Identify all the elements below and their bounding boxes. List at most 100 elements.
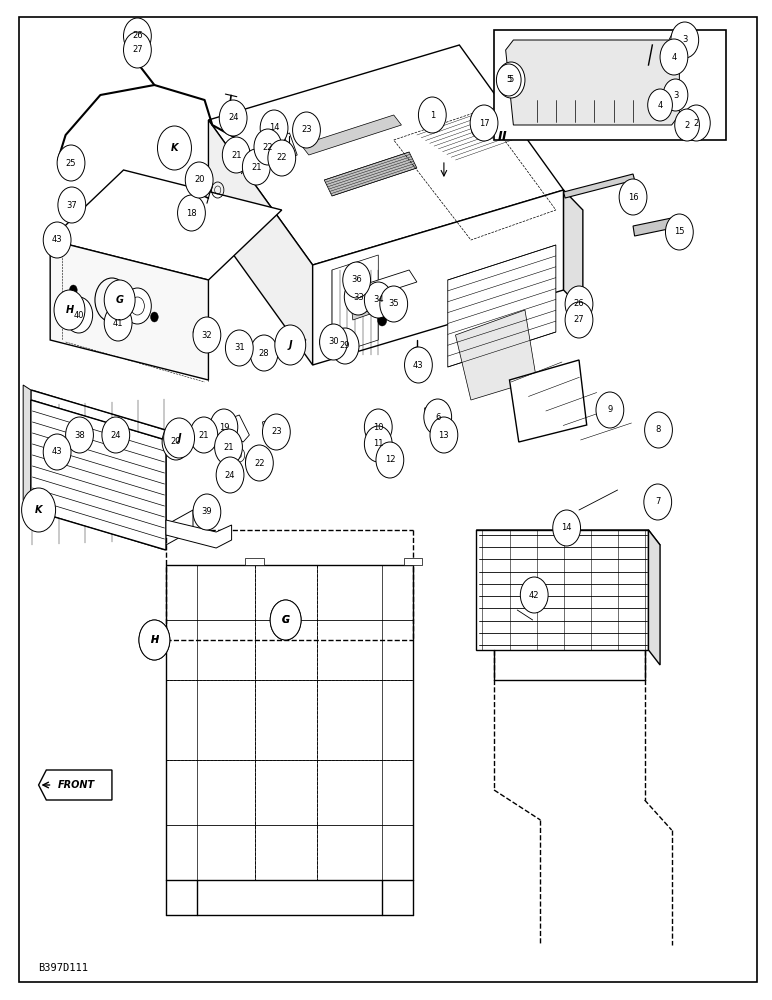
- Circle shape: [619, 179, 647, 215]
- Circle shape: [102, 417, 130, 453]
- Text: 17: 17: [479, 118, 489, 127]
- Text: 5: 5: [506, 76, 511, 85]
- Text: 21: 21: [198, 430, 209, 440]
- Polygon shape: [208, 120, 313, 365]
- Text: 40: 40: [73, 310, 84, 320]
- Circle shape: [320, 324, 347, 360]
- Polygon shape: [633, 218, 673, 236]
- Circle shape: [275, 325, 306, 365]
- Circle shape: [216, 457, 244, 493]
- Circle shape: [254, 129, 282, 165]
- Polygon shape: [448, 245, 556, 367]
- Text: 14: 14: [561, 524, 572, 532]
- Polygon shape: [476, 530, 648, 650]
- Circle shape: [219, 100, 247, 136]
- Text: 2: 2: [685, 120, 689, 129]
- Text: 20: 20: [194, 176, 205, 184]
- Polygon shape: [648, 530, 660, 665]
- Polygon shape: [39, 770, 112, 800]
- Circle shape: [151, 312, 158, 322]
- Text: 35: 35: [388, 300, 399, 308]
- Polygon shape: [23, 385, 31, 505]
- Circle shape: [470, 105, 498, 141]
- Circle shape: [332, 335, 347, 355]
- Circle shape: [215, 429, 242, 465]
- Circle shape: [139, 620, 170, 660]
- Circle shape: [364, 426, 392, 462]
- Circle shape: [376, 442, 404, 478]
- Circle shape: [496, 64, 521, 96]
- Text: 43: 43: [413, 360, 424, 369]
- Circle shape: [405, 347, 432, 383]
- Circle shape: [66, 417, 93, 453]
- Text: 13: 13: [438, 430, 449, 440]
- Circle shape: [104, 280, 135, 320]
- Circle shape: [596, 392, 624, 428]
- Text: 19: 19: [218, 422, 229, 432]
- Text: 5: 5: [509, 76, 513, 85]
- Circle shape: [193, 494, 221, 530]
- Text: 29: 29: [340, 342, 350, 351]
- Text: 24: 24: [228, 113, 239, 122]
- Text: H: H: [151, 635, 158, 645]
- Polygon shape: [425, 403, 448, 422]
- Circle shape: [320, 332, 335, 352]
- Text: 30: 30: [328, 338, 339, 347]
- Circle shape: [58, 187, 86, 223]
- Circle shape: [497, 62, 525, 98]
- Circle shape: [378, 314, 387, 326]
- Circle shape: [162, 424, 190, 460]
- Polygon shape: [50, 240, 208, 380]
- Polygon shape: [50, 170, 282, 280]
- Circle shape: [222, 137, 250, 173]
- Text: K: K: [171, 143, 178, 153]
- Circle shape: [682, 105, 710, 141]
- Bar: [350, 289, 374, 307]
- Polygon shape: [476, 530, 660, 545]
- Circle shape: [185, 162, 213, 198]
- Text: 27: 27: [132, 45, 143, 54]
- Text: 38: 38: [74, 430, 85, 440]
- Text: G: G: [282, 615, 290, 625]
- Circle shape: [124, 18, 151, 54]
- Polygon shape: [510, 360, 587, 442]
- Text: 4: 4: [658, 101, 662, 109]
- Polygon shape: [264, 143, 276, 157]
- Text: I: I: [502, 130, 506, 143]
- Text: 3: 3: [673, 91, 678, 100]
- Text: 18: 18: [186, 209, 197, 218]
- Circle shape: [57, 145, 85, 181]
- Text: 23: 23: [271, 428, 282, 436]
- Text: 22: 22: [276, 153, 287, 162]
- Circle shape: [364, 409, 392, 445]
- Polygon shape: [276, 138, 288, 152]
- Text: 24: 24: [225, 471, 235, 480]
- Bar: [494, 30, 726, 140]
- Text: 11: 11: [373, 440, 384, 448]
- Polygon shape: [274, 133, 297, 160]
- Circle shape: [157, 126, 191, 170]
- Text: 43: 43: [52, 448, 63, 456]
- Circle shape: [262, 414, 290, 450]
- Text: 24: 24: [110, 430, 121, 440]
- Text: G: G: [282, 615, 290, 625]
- Text: G: G: [116, 295, 124, 305]
- Circle shape: [164, 418, 195, 458]
- Polygon shape: [351, 297, 376, 320]
- Text: 23: 23: [301, 125, 312, 134]
- Polygon shape: [347, 270, 417, 302]
- Text: 32: 32: [201, 330, 212, 340]
- Text: K: K: [35, 505, 42, 515]
- Text: 39: 39: [201, 508, 212, 516]
- Circle shape: [250, 335, 278, 371]
- Text: B397D111: B397D111: [39, 963, 89, 973]
- Polygon shape: [564, 190, 583, 310]
- Circle shape: [270, 600, 301, 640]
- Text: 15: 15: [674, 228, 685, 236]
- Polygon shape: [324, 152, 417, 196]
- Text: 31: 31: [234, 344, 245, 353]
- Polygon shape: [455, 310, 537, 400]
- Text: 34: 34: [373, 296, 384, 304]
- Circle shape: [242, 149, 270, 185]
- Circle shape: [65, 297, 93, 333]
